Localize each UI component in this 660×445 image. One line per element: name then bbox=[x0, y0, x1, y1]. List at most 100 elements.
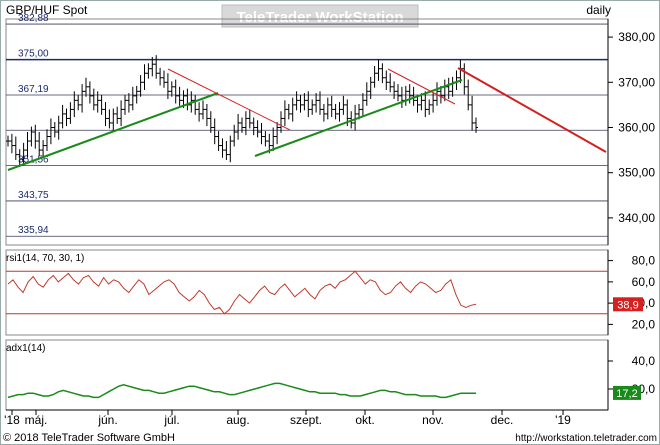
ohlc-bar bbox=[146, 63, 151, 79]
ohlc-bar bbox=[154, 55, 159, 79]
ohlc-bar bbox=[115, 106, 120, 124]
ohlc-bar bbox=[470, 95, 475, 131]
x-tick-label: '19 bbox=[555, 413, 571, 427]
ohlc-bar bbox=[95, 91, 100, 113]
ohlc-bar bbox=[384, 70, 389, 90]
ohlc-bar bbox=[201, 100, 205, 120]
ohlc-bar bbox=[119, 100, 124, 127]
uptrend-line-1 bbox=[7, 92, 219, 171]
ohlc-bar bbox=[177, 86, 182, 106]
ohlc-bar bbox=[134, 85, 139, 104]
adx-last-value-badge: 17,2 bbox=[613, 385, 641, 400]
ohlc-bar bbox=[466, 79, 471, 111]
adx-last-value: 17,2 bbox=[616, 388, 637, 400]
price-ohlc-bars bbox=[6, 55, 478, 167]
ohlc-bar bbox=[224, 141, 229, 161]
level-label: 367,19 bbox=[18, 84, 49, 95]
ohlc-bar bbox=[21, 142, 26, 165]
ohlc-bar bbox=[364, 82, 369, 106]
uptrend-line-2 bbox=[254, 79, 463, 157]
ohlc-bar bbox=[220, 138, 225, 158]
ohlc-bar bbox=[427, 99, 432, 115]
ohlc-bar bbox=[123, 94, 127, 115]
ohlc-bar bbox=[99, 94, 104, 115]
level-label: 335,94 bbox=[18, 225, 49, 236]
ohlc-bar bbox=[169, 81, 174, 97]
ohlc-bar bbox=[204, 103, 209, 127]
ohlc-bar bbox=[353, 104, 358, 131]
ohlc-bar bbox=[29, 126, 34, 147]
trendlines bbox=[7, 67, 607, 171]
ohlc-bar bbox=[80, 84, 85, 113]
ohlc-bar bbox=[255, 120, 260, 138]
ohlc-bar bbox=[263, 131, 268, 147]
rsi-y-tick-label: 80,0 bbox=[632, 254, 656, 268]
copyright-text: © 2018 TeleTrader Software GmbH bbox=[3, 432, 175, 444]
ohlc-bar bbox=[9, 133, 14, 154]
ohlc-bar bbox=[259, 122, 264, 145]
ohlc-bar bbox=[232, 124, 237, 147]
ohlc-bar bbox=[45, 129, 49, 151]
ohlc-bar bbox=[360, 93, 365, 118]
x-tick-label: aug. bbox=[226, 413, 249, 427]
adx-series-line bbox=[7, 382, 476, 399]
adx-title: adx1(14) bbox=[6, 343, 45, 354]
ohlc-bar bbox=[162, 70, 166, 88]
x-axis-labels: '18 máj. jún. júl. aug. szept. okt. nov. dec. '19 bbox=[4, 410, 571, 427]
downtrend-line-1 bbox=[167, 68, 291, 131]
ohlc-bar bbox=[411, 86, 416, 106]
time-x-axis: '18 máj. jún. júl. aug. szept. okt. nov. dec. '19 bbox=[4, 409, 608, 427]
x-tick-label: júl. bbox=[163, 413, 179, 427]
price-y-tick-label: 380,00 bbox=[618, 30, 655, 44]
instrument-title: GBP/HUF Spot bbox=[6, 3, 88, 17]
ohlc-bar bbox=[173, 79, 178, 104]
rsi-y-tick-label: 60,0 bbox=[632, 275, 656, 289]
ohlc-bar bbox=[126, 93, 131, 113]
ohlc-bar bbox=[372, 66, 377, 88]
footer-url: http://workstation.teletrader.com bbox=[515, 433, 657, 444]
ohlc-bar bbox=[138, 75, 143, 97]
ohlc-bar bbox=[337, 102, 342, 122]
ohlc-bar bbox=[286, 103, 291, 120]
ohlc-bar bbox=[60, 104, 65, 129]
x-tick-label: nov. bbox=[422, 413, 444, 427]
ohlc-bar bbox=[388, 73, 393, 93]
ohlc-bar bbox=[111, 108, 116, 131]
ohlc-bar bbox=[240, 117, 244, 133]
ohlc-bar bbox=[368, 76, 373, 100]
price-y-tick-label: 370,00 bbox=[618, 75, 655, 89]
ohlc-bar bbox=[87, 81, 92, 104]
ohlc-bar bbox=[419, 93, 424, 111]
ohlc-bar bbox=[318, 91, 322, 115]
rsi-last-value-badge: 38,9 bbox=[613, 297, 643, 312]
ohlc-bar bbox=[251, 117, 256, 136]
ohlc-bar bbox=[243, 111, 248, 136]
ohlc-bar bbox=[165, 73, 170, 100]
ohlc-bar bbox=[341, 95, 346, 115]
adx-panel: adx1(14) 20,040,0 17,2 bbox=[5, 339, 655, 411]
ohlc-bar bbox=[474, 117, 478, 133]
adx-last-value-box bbox=[613, 385, 641, 400]
x-tick-label: szept. bbox=[290, 413, 322, 427]
ohlc-bar bbox=[91, 88, 96, 111]
price-y-tick-label: 340,00 bbox=[618, 211, 655, 225]
ohlc-bar bbox=[423, 91, 428, 118]
rsi-title: rsi1(14, 70, 30, 1) bbox=[6, 253, 84, 264]
ohlc-bar bbox=[415, 94, 420, 113]
ohlc-bar bbox=[37, 132, 42, 156]
ohlc-bar bbox=[290, 97, 295, 122]
ohlc-bar bbox=[212, 118, 217, 145]
ohlc-bar bbox=[13, 136, 18, 161]
ohlc-bar bbox=[310, 99, 315, 115]
ohlc-bar bbox=[321, 103, 326, 122]
downtrend-line-main bbox=[457, 67, 607, 153]
ohlc-bar bbox=[33, 124, 38, 149]
ohlc-bar bbox=[76, 94, 81, 111]
ohlc-bar bbox=[208, 111, 213, 133]
ohlc-bar bbox=[302, 93, 307, 111]
ohlc-bar bbox=[306, 91, 311, 118]
ohlc-bar bbox=[314, 93, 319, 113]
